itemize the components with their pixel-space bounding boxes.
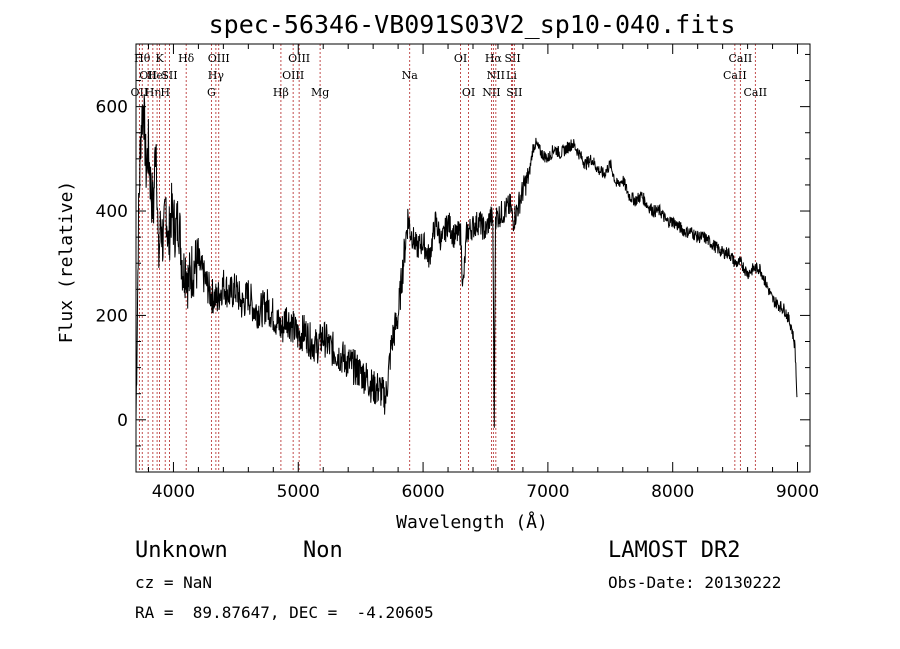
y-axis-ticks: 0 200 400 600 xyxy=(96,53,810,473)
line-label: CaII xyxy=(743,86,767,99)
line-label: Hβ xyxy=(273,86,289,99)
x-axis-ticks: 4000 5000 6000 7000 8000 9000 xyxy=(147,44,819,502)
line-label: CaII xyxy=(723,69,747,82)
line-label: NII xyxy=(487,69,505,82)
line-label: CaII xyxy=(729,52,753,65)
line-label: Li xyxy=(506,69,517,82)
line-label: H xyxy=(160,86,170,99)
redshift-text: cz = NaN xyxy=(135,573,213,592)
line-label: Mg xyxy=(311,86,329,99)
line-label: G xyxy=(207,86,216,99)
spectrum-line xyxy=(135,94,798,428)
line-label: Hθ xyxy=(134,52,151,65)
y-tick-label: 0 xyxy=(117,411,128,431)
y-tick-label: 200 xyxy=(96,306,128,326)
line-label: OI xyxy=(454,52,467,65)
line-label: OIII xyxy=(208,52,230,65)
x-tick-label: 6000 xyxy=(401,482,444,502)
line-label: Hγ xyxy=(208,69,225,82)
survey-label: LAMOST DR2 xyxy=(608,538,741,563)
line-label: OIII xyxy=(288,52,310,65)
line-label: Hδ xyxy=(178,52,195,65)
line-label: OI xyxy=(462,86,475,99)
x-tick-label: 4000 xyxy=(152,482,195,502)
x-tick-label: 5000 xyxy=(277,482,320,502)
chart-title: spec-56346-VB091S03V2_sp10-040.fits xyxy=(209,10,736,39)
line-label: K xyxy=(155,52,164,65)
line-label: OIII xyxy=(282,69,304,82)
plot-frame xyxy=(135,43,811,473)
x-tick-label: 9000 xyxy=(776,482,819,502)
y-axis-label: Flux (relative) xyxy=(56,181,77,344)
obs-date-text: Obs-Date: 20130222 xyxy=(608,573,782,592)
y-tick-label: 600 xyxy=(96,98,128,118)
line-label: SII xyxy=(506,86,522,99)
emission-line-markers: OIIHθOIIHηHeIKHSIIHδGHγOIIIHβOIIIOIIIMgN… xyxy=(131,44,767,472)
x-axis-label: Wavelength (Å) xyxy=(396,511,548,533)
x-tick-label: 8000 xyxy=(651,482,694,502)
spectrum-series xyxy=(135,94,798,428)
x-tick-label: 7000 xyxy=(526,482,569,502)
line-label: Na xyxy=(402,69,419,82)
coordinates-text: RA = 89.87647, DEC = -4.20605 xyxy=(135,603,434,622)
line-label: Hα xyxy=(485,52,503,65)
line-label: SII xyxy=(504,52,520,65)
subclass-label: Non xyxy=(303,538,343,563)
line-label: Hη xyxy=(145,86,161,99)
classification-label: Unknown xyxy=(135,538,228,563)
y-tick-label: 400 xyxy=(96,202,128,222)
line-label: SII xyxy=(161,69,177,82)
line-label: HeI xyxy=(147,69,167,82)
line-label: NII xyxy=(482,86,500,99)
